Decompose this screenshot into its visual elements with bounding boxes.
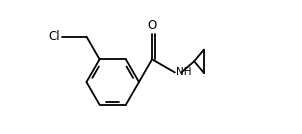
Text: NH: NH: [176, 67, 191, 77]
Text: O: O: [147, 19, 157, 32]
Text: Cl: Cl: [49, 30, 60, 43]
